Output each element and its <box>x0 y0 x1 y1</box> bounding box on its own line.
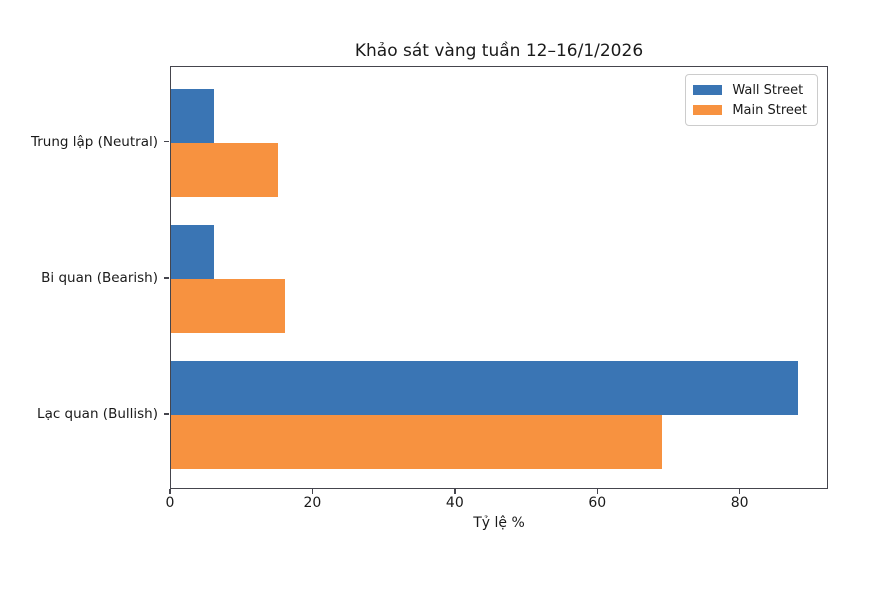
bar-wall-street-l-c-quan-bullish <box>171 361 798 415</box>
x-tick-mark <box>738 489 741 494</box>
bar-main-street-trung-l-p-neutral <box>171 142 278 197</box>
bar-main-street-l-c-quan-bullish <box>171 415 663 469</box>
legend-item-main-street: Main Street <box>693 100 807 120</box>
bar-wall-street-trung-l-p-neutral <box>171 88 214 143</box>
legend: Wall Street Main Street <box>685 74 818 126</box>
x-tick-mark <box>454 489 456 494</box>
chart-title: Khảo sát vàng tuần 12–16/1/2026 <box>354 41 644 61</box>
y-tick-label: Bi quan (Bearish) <box>41 269 158 286</box>
y-tick-label: Trung lập (Neutral) <box>30 133 158 150</box>
x-tick-label: 0 <box>165 495 175 511</box>
x-tick-mark <box>169 489 171 494</box>
legend-label: Main Street <box>732 102 807 118</box>
plot-area: Wall Street Main Street <box>170 66 828 489</box>
y-tick-mark <box>164 413 169 415</box>
legend-label: Wall Street <box>732 82 804 98</box>
x-tick-label: 80 <box>730 495 749 511</box>
x-tick-mark <box>311 489 314 494</box>
bar-main-street-bi-quan-bearish <box>171 278 285 333</box>
legend-swatch-wall-street <box>693 85 723 95</box>
x-axis-label: Tỷ lệ % <box>473 515 525 531</box>
y-tick-mark <box>164 140 169 143</box>
y-tick-mark <box>164 277 169 279</box>
x-tick-label: 40 <box>445 495 464 511</box>
bar-wall-street-bi-quan-bearish <box>171 224 214 279</box>
x-tick-mark <box>596 489 599 494</box>
x-tick-label: 60 <box>588 495 607 511</box>
x-tick-label: 20 <box>303 495 322 511</box>
y-tick-label: Lạc quan (Bullish) <box>37 406 158 422</box>
legend-swatch-main-street <box>693 105 723 115</box>
legend-item-wall-street: Wall Street <box>693 80 807 100</box>
